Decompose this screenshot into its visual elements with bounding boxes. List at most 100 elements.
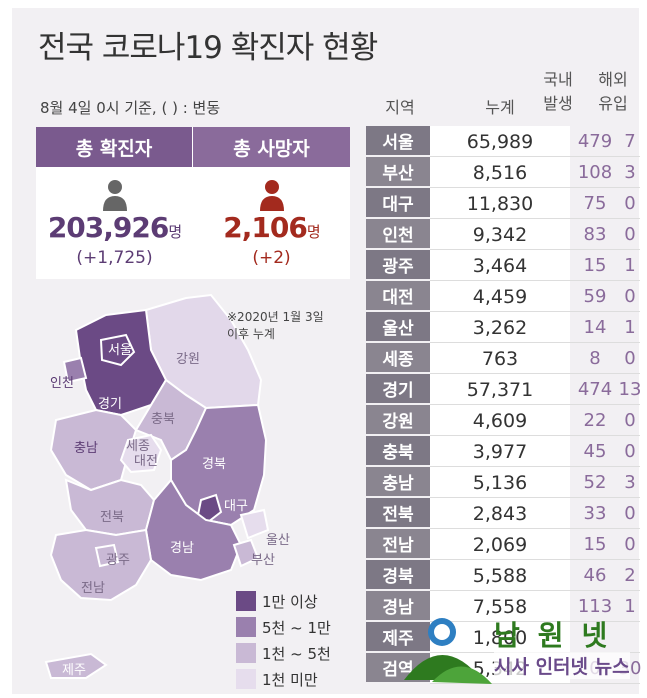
imported-cell: 13 bbox=[618, 379, 642, 400]
imported-cell: 1 bbox=[624, 596, 636, 617]
person-icon bbox=[103, 180, 127, 211]
table-row: 광주 3,464 15 1 bbox=[366, 250, 640, 281]
domestic-cell: 113 bbox=[577, 596, 613, 617]
table-row: 부산 8,516 108 3 bbox=[366, 157, 640, 188]
row-divider bbox=[430, 559, 640, 560]
header-domestic-line2: 발생 bbox=[543, 94, 573, 113]
legend-item: 1천 ~ 5천 bbox=[236, 640, 331, 666]
total-cell: 763 bbox=[430, 343, 570, 374]
domestic-cell: 474 bbox=[577, 379, 613, 400]
row-divider bbox=[430, 528, 640, 529]
table-row: 강원 4,609 22 0 bbox=[366, 405, 640, 436]
map-label-incheon: 인천 bbox=[50, 376, 74, 391]
row-divider bbox=[430, 683, 640, 684]
deaths-value: 2,106 bbox=[223, 211, 308, 244]
map-note-line2: 이후 누계 bbox=[227, 327, 275, 341]
map-label-daegu: 대구 bbox=[224, 499, 248, 514]
imported-cell: 0 bbox=[624, 193, 636, 214]
legend-swatch bbox=[236, 617, 256, 637]
legend-item: 5천 ~ 1만 bbox=[236, 614, 331, 640]
legend-swatch bbox=[236, 591, 256, 611]
header-imported-line2: 유입 bbox=[598, 94, 628, 113]
domestic-cell: 45 bbox=[583, 441, 607, 462]
map-label-chungbuk: 충북 bbox=[151, 412, 175, 427]
region-cell: 제주 bbox=[366, 622, 430, 651]
legend: 1만 이상 5천 ~ 1만 1천 ~ 5천 1천 미만 bbox=[236, 588, 331, 692]
confirmed-unit: 명 bbox=[168, 223, 182, 241]
total-cell: 5,136 bbox=[430, 467, 570, 498]
region-cell: 울산 bbox=[366, 312, 430, 341]
region-cell: 경북 bbox=[366, 560, 430, 589]
header-imported: 해외 유입 bbox=[588, 68, 638, 116]
imported-cell: 0 bbox=[624, 503, 636, 524]
region-cell: 대구 bbox=[366, 188, 430, 217]
row-divider bbox=[430, 404, 640, 405]
basis-note: 8월 4일 0시 기준, ( ) : 변동 bbox=[40, 99, 221, 117]
region-gyeongnam bbox=[144, 478, 243, 582]
legend-label: 5천 ~ 1만 bbox=[262, 618, 331, 637]
domestic-cell: 15 bbox=[583, 534, 607, 555]
domestic-cell: 479 bbox=[577, 131, 613, 152]
total-cell: 3,262 bbox=[430, 312, 570, 343]
table-row: 충북 3,977 45 0 bbox=[366, 436, 640, 467]
deaths-header: 총 사망자 bbox=[193, 127, 350, 167]
legend-label: 1천 미만 bbox=[262, 670, 318, 689]
row-divider bbox=[430, 590, 640, 591]
imported-cell: 3 bbox=[624, 472, 636, 493]
total-cell: 3,977 bbox=[430, 436, 570, 467]
region-cell: 경남 bbox=[366, 591, 430, 620]
region-incheon bbox=[62, 356, 88, 384]
map-label-gwangju: 광주 bbox=[106, 553, 130, 568]
legend-label: 1만 이상 bbox=[262, 592, 318, 611]
table-row: 인천 9,342 83 0 bbox=[366, 219, 640, 250]
summary-box: 총 확진자 총 사망자 203,926명 2,106명 (+1,725) (+2… bbox=[36, 127, 350, 279]
korea-map: 서울 인천 경기 강원 충북 충남 세종 대전 경북 대구 전북 광주 전남 경… bbox=[44, 293, 290, 679]
imported-cell: 1 bbox=[624, 255, 636, 276]
person-icon-deaths bbox=[260, 180, 284, 211]
imported-cell: 0 bbox=[624, 348, 636, 369]
legend-item: 1만 이상 bbox=[236, 588, 331, 614]
legend-swatch bbox=[236, 643, 256, 663]
row-divider bbox=[430, 342, 640, 343]
region-busan bbox=[232, 538, 260, 568]
imported-cell: 0 bbox=[624, 410, 636, 431]
region-cell: 충북 bbox=[366, 436, 430, 465]
table-row: 충남 5,136 52 3 bbox=[366, 467, 640, 498]
total-cell: 8,516 bbox=[430, 157, 570, 188]
table-row: 대전 4,459 59 0 bbox=[366, 281, 640, 312]
domestic-cell: 59 bbox=[583, 286, 607, 307]
legend-swatch bbox=[236, 669, 256, 689]
total-cell: 65,989 bbox=[430, 126, 570, 157]
region-cell: 광주 bbox=[366, 250, 430, 279]
region-seoul bbox=[99, 333, 136, 367]
table-row: 전북 2,843 33 0 bbox=[366, 498, 640, 529]
row-divider bbox=[430, 156, 640, 157]
domestic-cell: 8 bbox=[589, 348, 601, 369]
page-title: 전국 코로나19 확진자 현황 bbox=[38, 30, 378, 66]
region-gwangju bbox=[94, 543, 120, 568]
header-region: 지역 bbox=[385, 98, 415, 117]
deaths-total: 2,106명 bbox=[193, 211, 350, 244]
imported-cell: 0 bbox=[624, 286, 636, 307]
domestic-cell: 14 bbox=[583, 317, 607, 338]
region-cell: 서울 bbox=[366, 126, 430, 155]
row-divider bbox=[430, 280, 640, 281]
total-cell: 2,069 bbox=[430, 529, 570, 560]
table-row: 울산 3,262 14 1 bbox=[366, 312, 640, 343]
total-cell: 2,843 bbox=[430, 498, 570, 529]
map-label-jeonbuk: 전북 bbox=[100, 510, 124, 525]
imported-cell: 0 bbox=[624, 534, 636, 555]
logo-subtitle: 시사 인터넷 뉴스 bbox=[494, 652, 630, 679]
imported-cell: 3 bbox=[624, 162, 636, 183]
deaths-unit: 명 bbox=[306, 223, 321, 241]
table-row: 전남 2,069 15 0 bbox=[366, 529, 640, 560]
table-row: 경북 5,588 46 2 bbox=[366, 560, 640, 591]
domestic-cell: 52 bbox=[583, 472, 607, 493]
confirmed-change: (+1,725) bbox=[76, 248, 153, 268]
map-label-daejeon: 대전 bbox=[134, 454, 158, 469]
map-note: ※2020년 1월 3일 이후 누계 bbox=[227, 309, 324, 343]
total-cell: 3,464 bbox=[430, 250, 570, 281]
region-cell: 세종 bbox=[366, 343, 430, 372]
table-row: 대구 11,830 75 0 bbox=[366, 188, 640, 219]
map-label-ulsan: 울산 bbox=[266, 533, 290, 548]
